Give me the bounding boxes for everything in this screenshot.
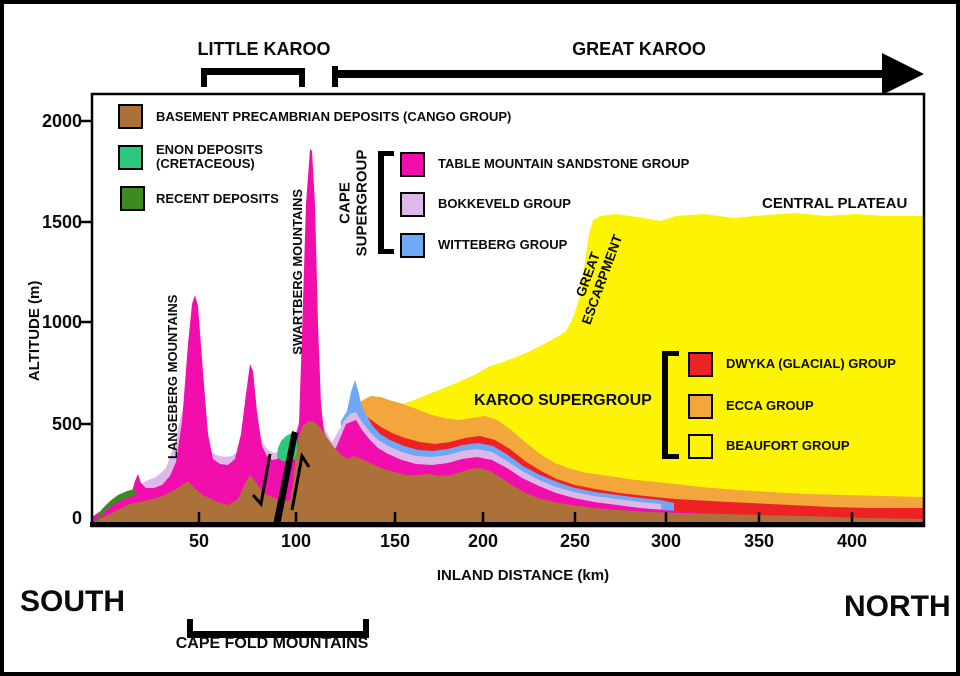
cape-fold-bracket xyxy=(187,619,369,638)
legend-swatch-dwyka xyxy=(688,352,713,377)
y-tick-500: 500 xyxy=(51,414,82,434)
cape-supergroup-label: CAPE SUPERGROUP xyxy=(336,149,371,257)
legend-label-ecca: ECCA GROUP xyxy=(726,398,814,413)
legend-swatch-enon xyxy=(118,145,143,170)
fault-line xyxy=(273,431,298,525)
legend-swatch-basement xyxy=(118,104,143,129)
legend-swatch-beaufort xyxy=(688,434,713,459)
x-axis-title: INLAND DISTANCE (km) xyxy=(436,567,610,584)
x-axis-ticks xyxy=(197,512,854,522)
fault-arrow-up xyxy=(290,451,311,511)
legend-swatch-bokkeveld xyxy=(400,192,425,217)
legend-swatch-recent xyxy=(120,186,145,211)
karoo-supergroup-bracket xyxy=(662,351,679,459)
legend-label-basement: BASEMENT PRECAMBRIAN DEPOSITS (CANGO GRO… xyxy=(156,109,512,124)
little-karoo-bracket xyxy=(201,68,305,87)
x-tick-400: 400 xyxy=(836,531,868,551)
great-karoo-arrow-head xyxy=(882,53,924,95)
y-axis-ticks xyxy=(80,119,92,426)
y-tick-1500: 1500 xyxy=(41,212,82,232)
legend-swatch-witteberg xyxy=(400,233,425,258)
central-plateau-label: CENTRAL PLATEAU xyxy=(762,195,908,212)
x-tick-200: 200 xyxy=(467,531,499,551)
cross-section-plot xyxy=(80,92,926,528)
south-label: SOUTH xyxy=(20,585,125,618)
legend-swatch-table-mountain xyxy=(400,152,425,177)
great-karoo-arrow-shaft xyxy=(332,70,884,78)
legend-label-witteberg: WITTEBERG GROUP xyxy=(438,237,568,252)
legend-swatch-ecca xyxy=(688,394,713,419)
little-karoo-label: LITTLE KAROO xyxy=(197,39,331,59)
legend-label-bokkeveld: BOKKEVELD GROUP xyxy=(438,196,571,211)
y-tick-2000: 2000 xyxy=(41,111,82,131)
x-tick-50: 50 xyxy=(188,531,210,551)
legend-label-beaufort: BEAUFORT GROUP xyxy=(726,438,850,453)
x-tick-100: 100 xyxy=(280,531,312,551)
x-tick-150: 150 xyxy=(379,531,411,551)
layer-table-mountain-pink xyxy=(93,149,716,525)
layer-basement-brown xyxy=(93,421,923,525)
langeberg-label: LANGEBERG MOUNTAINS xyxy=(165,294,181,460)
legend-label-dwyka: DWYKA (GLACIAL) GROUP xyxy=(726,356,896,371)
cape-fold-label: CAPE FOLD MOUNTAINS xyxy=(175,635,369,652)
legend-label-table-mountain: TABLE MOUNTAIN SANDSTONE GROUP xyxy=(438,156,690,171)
north-label: NORTH xyxy=(844,590,951,623)
swartberg-label: SWARTBERG MOUNTAINS xyxy=(290,188,306,355)
deposit-recent-green xyxy=(96,489,135,523)
legend-label-enon: ENON DEPOSITS (CRETACEOUS) xyxy=(156,142,263,171)
y-tick-1000: 1000 xyxy=(41,312,82,332)
x-tick-250: 250 xyxy=(559,531,591,551)
y-tick-0: 0 xyxy=(71,508,82,528)
fault-arrow-down xyxy=(251,453,272,508)
great-karoo-label: GREAT KAROO xyxy=(572,39,706,59)
legend-label-recent: RECENT DEPOSITS xyxy=(156,191,279,206)
x-tick-300: 300 xyxy=(650,531,682,551)
cape-supergroup-bracket xyxy=(378,151,394,254)
x-tick-350: 350 xyxy=(743,531,775,551)
karoo-supergroup-label: KAROO SUPERGROUP xyxy=(474,392,652,409)
